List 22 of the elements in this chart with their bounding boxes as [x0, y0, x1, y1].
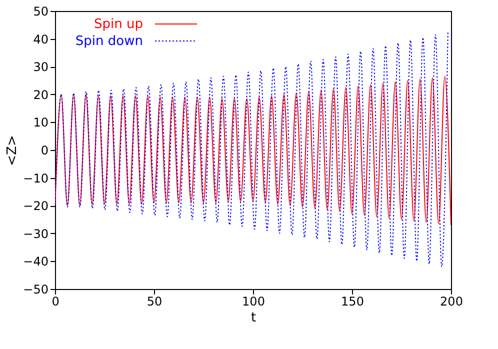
- y-tick-label: 50: [33, 4, 48, 18]
- y-tick-label: 10: [33, 116, 48, 130]
- y-tick-label: −40: [23, 254, 48, 269]
- x-tick-label: 100: [242, 294, 265, 308]
- line-series: [55, 76, 451, 226]
- legend-label: Spin down: [75, 34, 143, 49]
- y-tick-label: −30: [23, 226, 48, 241]
- x-tick-label: 50: [146, 294, 162, 308]
- x-tick-label: 0: [52, 294, 60, 308]
- x-axis-title: t: [250, 310, 256, 326]
- y-tick-label: 40: [33, 32, 48, 46]
- y-tick-label: −10: [23, 171, 48, 186]
- y-axis-title: <Z>: [5, 135, 20, 166]
- legend-label: Spin up: [94, 17, 143, 32]
- y-tick-label: −20: [23, 199, 48, 214]
- y-tick-label: −50: [23, 282, 48, 296]
- x-tick-label: 150: [341, 294, 364, 308]
- y-tick-label: 30: [33, 60, 48, 74]
- y-tick-label: 0: [40, 144, 48, 158]
- line-series: [55, 31, 448, 268]
- x-tick-label: 200: [440, 294, 463, 308]
- y-tick-label: 20: [33, 88, 48, 102]
